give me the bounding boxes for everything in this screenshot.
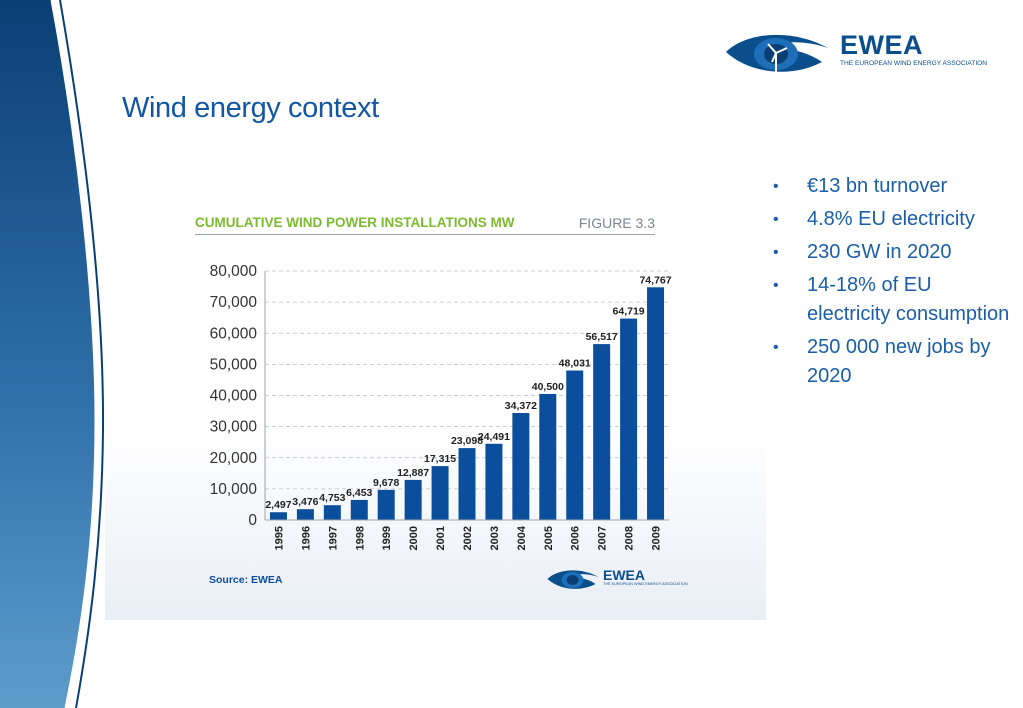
data-label: 12,887 — [397, 467, 429, 479]
y-tick-label: 0 — [248, 512, 257, 529]
bullet-dot: • — [773, 244, 779, 261]
bullet-dot: • — [773, 339, 779, 356]
bar — [296, 509, 314, 520]
bar — [269, 512, 287, 520]
x-tick-label: 1999 — [381, 526, 393, 550]
chart-title: CUMULATIVE WIND POWER INSTALLATIONS MW — [195, 215, 515, 230]
x-tick-label: 2003 — [489, 526, 501, 550]
x-tick-label: 2005 — [543, 526, 555, 550]
x-tick-label: 1997 — [327, 526, 339, 550]
data-label: 17,315 — [424, 453, 456, 465]
chart-ewea-logo: EWEA THE EUROPEAN WIND ENERGY ASSOCIATIO… — [545, 566, 688, 594]
data-label: 23,098 — [451, 435, 483, 447]
data-label: 40,500 — [532, 381, 564, 393]
data-label: 3,476 — [292, 496, 318, 508]
y-tick-label: 40,000 — [210, 388, 258, 405]
bar — [620, 318, 638, 520]
data-label: 74,767 — [639, 274, 671, 286]
bar — [323, 505, 341, 520]
bullet-text: 230 GW in 2020 — [807, 241, 952, 263]
bar — [431, 466, 449, 520]
x-tick-label: 2009 — [651, 526, 663, 550]
y-tick-label: 20,000 — [210, 450, 258, 467]
bar — [377, 489, 395, 520]
chart-source: Source: EWEA — [209, 574, 283, 586]
bullet-item: • 230 GW in 2020 — [770, 238, 1010, 267]
chart-panel: CUMULATIVE WIND POWER INSTALLATIONS MW F… — [105, 196, 766, 620]
bar — [539, 393, 557, 520]
x-tick-label: 2000 — [408, 526, 420, 550]
bullet-dot: • — [773, 277, 779, 294]
bar-chart: 0 10,000 20,000 30,000 40,000 50,000 60,000 70,… — [210, 263, 672, 550]
bullet-dot: • — [773, 211, 779, 228]
x-tick-label: 2007 — [597, 526, 609, 550]
data-label: 64,719 — [613, 306, 645, 318]
data-label: 48,031 — [559, 358, 591, 370]
logo-wordmark: EWEA — [840, 30, 923, 60]
x-tick-label: 2001 — [435, 526, 447, 550]
y-tick-label: 80,000 — [210, 263, 258, 280]
bullet-text: 250 000 new jobs by 2020 — [807, 336, 991, 387]
bullet-text: €13 bn turnover — [807, 175, 948, 197]
bar — [566, 370, 584, 520]
bar — [350, 499, 368, 520]
x-tick-label: 2004 — [516, 525, 528, 550]
data-label: 9,678 — [373, 477, 399, 489]
bar — [593, 344, 611, 520]
bullet-text: 14-18% of EU electricity consumption — [807, 274, 1010, 325]
bullet-list: • €13 bn turnover • 4.8% EU electricity • 230… — [770, 172, 1010, 395]
eye-turbine-icon — [726, 34, 828, 72]
bar — [647, 287, 665, 520]
bullet-item: • 250 000 new jobs by 2020 — [770, 333, 1010, 391]
data-label: 24,491 — [478, 431, 510, 443]
y-tick-label: 30,000 — [210, 419, 258, 436]
side-swoosh-decoration — [0, 0, 105, 708]
data-label: 34,372 — [505, 400, 537, 412]
bullet-item: • 4.8% EU electricity — [770, 205, 1010, 234]
ewea-logo: EWEA THE EUROPEAN WIND ENERGY ASSOCIATIO… — [722, 26, 1012, 82]
bar — [512, 413, 530, 520]
y-tick-label: 50,000 — [210, 356, 258, 373]
slide-title: Wind energy context — [122, 92, 379, 124]
bar — [404, 479, 422, 520]
x-tick-label: 1996 — [300, 526, 312, 550]
x-tick-label: 2006 — [570, 526, 582, 550]
data-label: 6,453 — [346, 487, 372, 499]
bar — [458, 448, 476, 520]
chart-figure-label: FIGURE 3.3 — [578, 215, 655, 231]
y-tick-label: 70,000 — [210, 294, 258, 311]
bullet-item: • €13 bn turnover — [770, 172, 1010, 201]
bar — [485, 443, 503, 520]
bullet-item: • 14-18% of EU electricity consumption — [770, 271, 1010, 329]
data-label: 56,517 — [586, 331, 618, 343]
x-tick-label: 2008 — [624, 526, 636, 550]
bullet-text: 4.8% EU electricity — [807, 208, 975, 230]
x-tick-label: 2002 — [462, 526, 474, 550]
chart-logo-subtitle: THE EUROPEAN WIND ENERGY ASSOCIATION — [603, 582, 688, 586]
y-tick-label: 10,000 — [210, 481, 258, 498]
x-tick-label: 1998 — [354, 526, 366, 550]
data-label: 4,753 — [319, 492, 345, 504]
data-label: 2,497 — [265, 499, 291, 511]
x-tick-label: 1995 — [273, 526, 285, 550]
logo-subtitle: THE EUROPEAN WIND ENERGY ASSOCIATION — [840, 60, 988, 67]
bullet-dot: • — [773, 178, 779, 195]
eye-turbine-icon — [547, 570, 599, 589]
chart-header: CUMULATIVE WIND POWER INSTALLATIONS MW F… — [195, 214, 655, 235]
y-tick-label: 60,000 — [210, 325, 258, 342]
chart-logo-wordmark: EWEA — [603, 567, 645, 583]
